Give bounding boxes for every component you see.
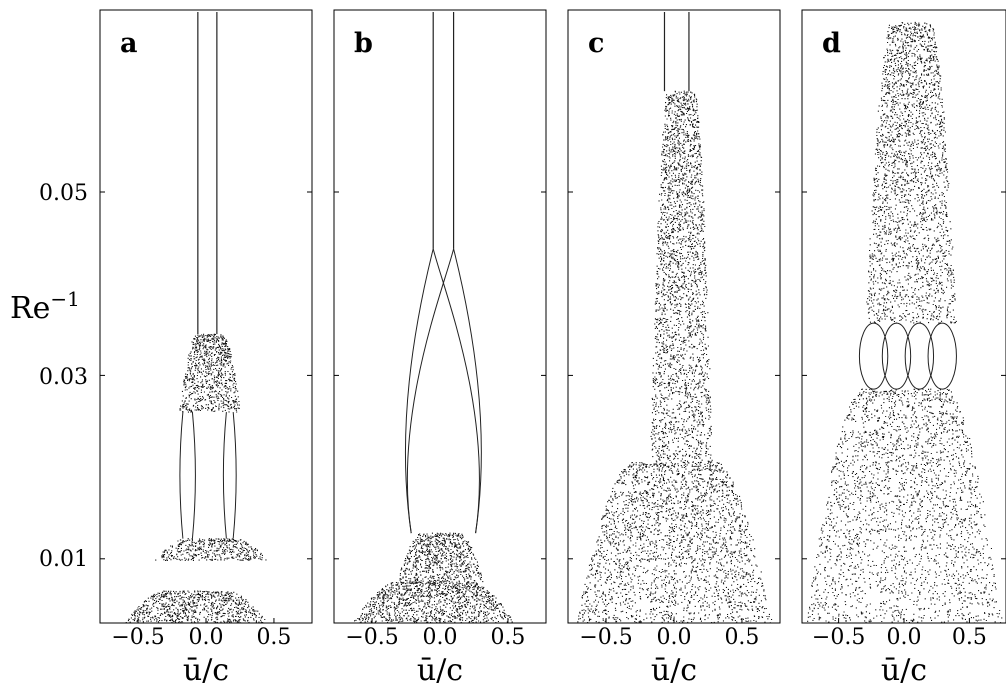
panel-d-loop-3 <box>927 322 957 390</box>
panel-d-xtick-label-0: −0.5 <box>812 625 865 650</box>
panel-a-xlabel: ū/c <box>183 653 229 688</box>
panel-b-arc-1 <box>432 248 480 534</box>
panel-a-branch-line-2 <box>222 412 227 539</box>
panel-b: −0.5 0.0 0.5 b ū/c <box>333 9 547 688</box>
panel-a-branch-line-3 <box>232 412 237 539</box>
panel-d-label: d <box>822 28 841 59</box>
panel-d-loop-1 <box>881 322 912 390</box>
panel-a-branch-line-0 <box>179 412 184 539</box>
panel-d-xtick-label-1: 0.0 <box>887 625 922 650</box>
panel-b-xlabel: ū/c <box>417 653 463 688</box>
panel-b-frame <box>333 9 547 624</box>
panel-b-region-cloud-1 <box>399 532 484 583</box>
panel-c-marks <box>577 12 773 623</box>
panel-d-xlabel: ū/c <box>881 653 927 688</box>
panel-b-xtick-label-0: −0.5 <box>345 625 398 650</box>
y-tick-labels: 0.01 0.03 0.05 <box>39 181 88 572</box>
panel-b-arc-0 <box>405 248 434 534</box>
panel-a-xtick-label-1: 0.0 <box>189 625 224 650</box>
panel-d-marks <box>807 21 1003 623</box>
panel-b-label: b <box>354 28 373 59</box>
panel-a-region-cloud-3 <box>179 333 240 413</box>
panel-b-arc-2 <box>406 248 455 534</box>
panel-a-branch-line-1 <box>191 412 196 539</box>
panel-c-region-cloud-1 <box>650 90 713 463</box>
panel-d-region-loops-1 <box>858 322 957 390</box>
y-tick-label-2: 0.05 <box>39 181 88 206</box>
panel-a-region-cloud-1 <box>155 538 267 562</box>
panel-a-region-cloud-0 <box>125 590 266 623</box>
panel-a: −0.5 0.0 0.5 a ū/c <box>99 9 313 688</box>
panel-c-label: c <box>588 28 604 59</box>
panels: −0.5 0.0 0.5 a ū/c −0.5 0.0 0.5 b ū/c −0.5 0.0 0.5… <box>99 9 1006 688</box>
panel-a-marks <box>125 12 267 623</box>
panel-d-loop-0 <box>858 322 889 390</box>
panel-d: −0.5 0.0 0.5 d ū/c <box>801 9 1006 688</box>
panel-d-region-cloud-0 <box>807 388 1003 623</box>
panel-a-label: a <box>120 28 138 59</box>
panel-d-region-cloud-2 <box>866 21 957 324</box>
panel-d-frame <box>801 9 1006 624</box>
panel-a-region-pair-4 <box>197 12 218 335</box>
y-tick-label-0: 0.01 <box>39 547 88 572</box>
panel-b-marks <box>354 12 513 623</box>
panel-b-arc-3 <box>453 248 482 534</box>
panel-a-xtick-label-0: −0.5 <box>111 625 164 650</box>
panel-b-region-arcs-2 <box>405 248 482 534</box>
panel-d-loop-2 <box>904 322 935 390</box>
panel-c: −0.5 0.0 0.5 c ū/c <box>567 9 781 688</box>
y-tick-label-1: 0.03 <box>39 365 88 390</box>
panel-c-xtick-label-2: 0.5 <box>724 625 759 650</box>
panel-a-frame <box>99 9 313 624</box>
panel-b-xtick-label-2: 0.5 <box>490 625 525 650</box>
y-axis-title: Re−1 <box>10 287 80 326</box>
panel-b-xtick-label-1: 0.0 <box>423 625 458 650</box>
panel-c-xtick-label-1: 0.0 <box>657 625 692 650</box>
panel-c-region-cloud-0 <box>577 461 773 623</box>
panel-c-xlabel: ū/c <box>651 653 697 688</box>
panel-a-region-branches-2 <box>179 412 237 539</box>
panel-c-xtick-label-0: −0.5 <box>579 625 632 650</box>
panel-a-xtick-label-2: 0.5 <box>256 625 291 650</box>
panel-d-xtick-label-2: 0.5 <box>952 625 987 650</box>
panel-b-region-pair-3 <box>432 12 455 249</box>
panel-b-region-cloud-0 <box>354 581 513 623</box>
panel-c-region-pair-2 <box>663 12 690 92</box>
